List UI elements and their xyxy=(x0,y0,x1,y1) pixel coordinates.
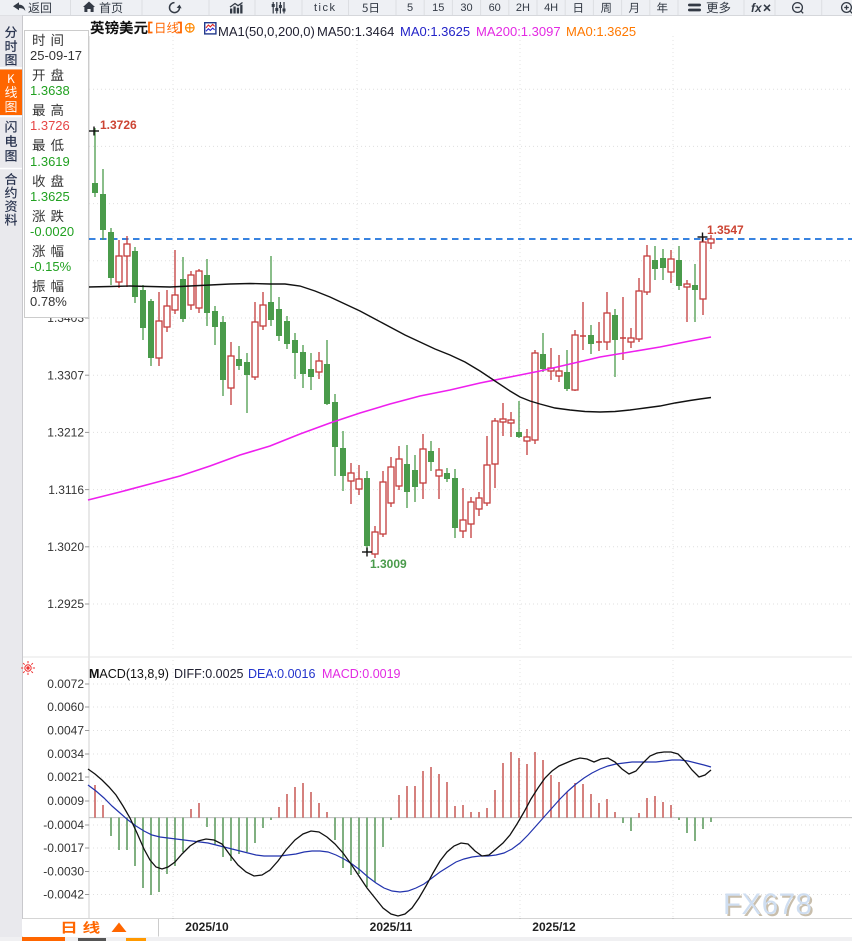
svg-text:0.0072: 0.0072 xyxy=(47,677,84,691)
svg-text:0.0034: 0.0034 xyxy=(47,747,84,761)
svg-text:1.3020: 1.3020 xyxy=(47,540,84,554)
svg-text:0.0060: 0.0060 xyxy=(47,700,84,714)
svg-text:-0.0004: -0.0004 xyxy=(43,818,84,832)
svg-text:0.0009: 0.0009 xyxy=(47,794,84,808)
svg-text:1.3116: 1.3116 xyxy=(48,483,84,497)
svg-text:-0.0042: -0.0042 xyxy=(43,888,84,902)
svg-text:1.3307: 1.3307 xyxy=(47,368,84,382)
svg-text:-0.0017: -0.0017 xyxy=(43,841,84,855)
svg-text:-0.0030: -0.0030 xyxy=(43,865,84,879)
svg-text:0.0047: 0.0047 xyxy=(47,724,84,738)
svg-text:0.0021: 0.0021 xyxy=(47,770,84,784)
svg-text:1.2925: 1.2925 xyxy=(47,597,84,611)
svg-text:1.3212: 1.3212 xyxy=(47,426,84,440)
